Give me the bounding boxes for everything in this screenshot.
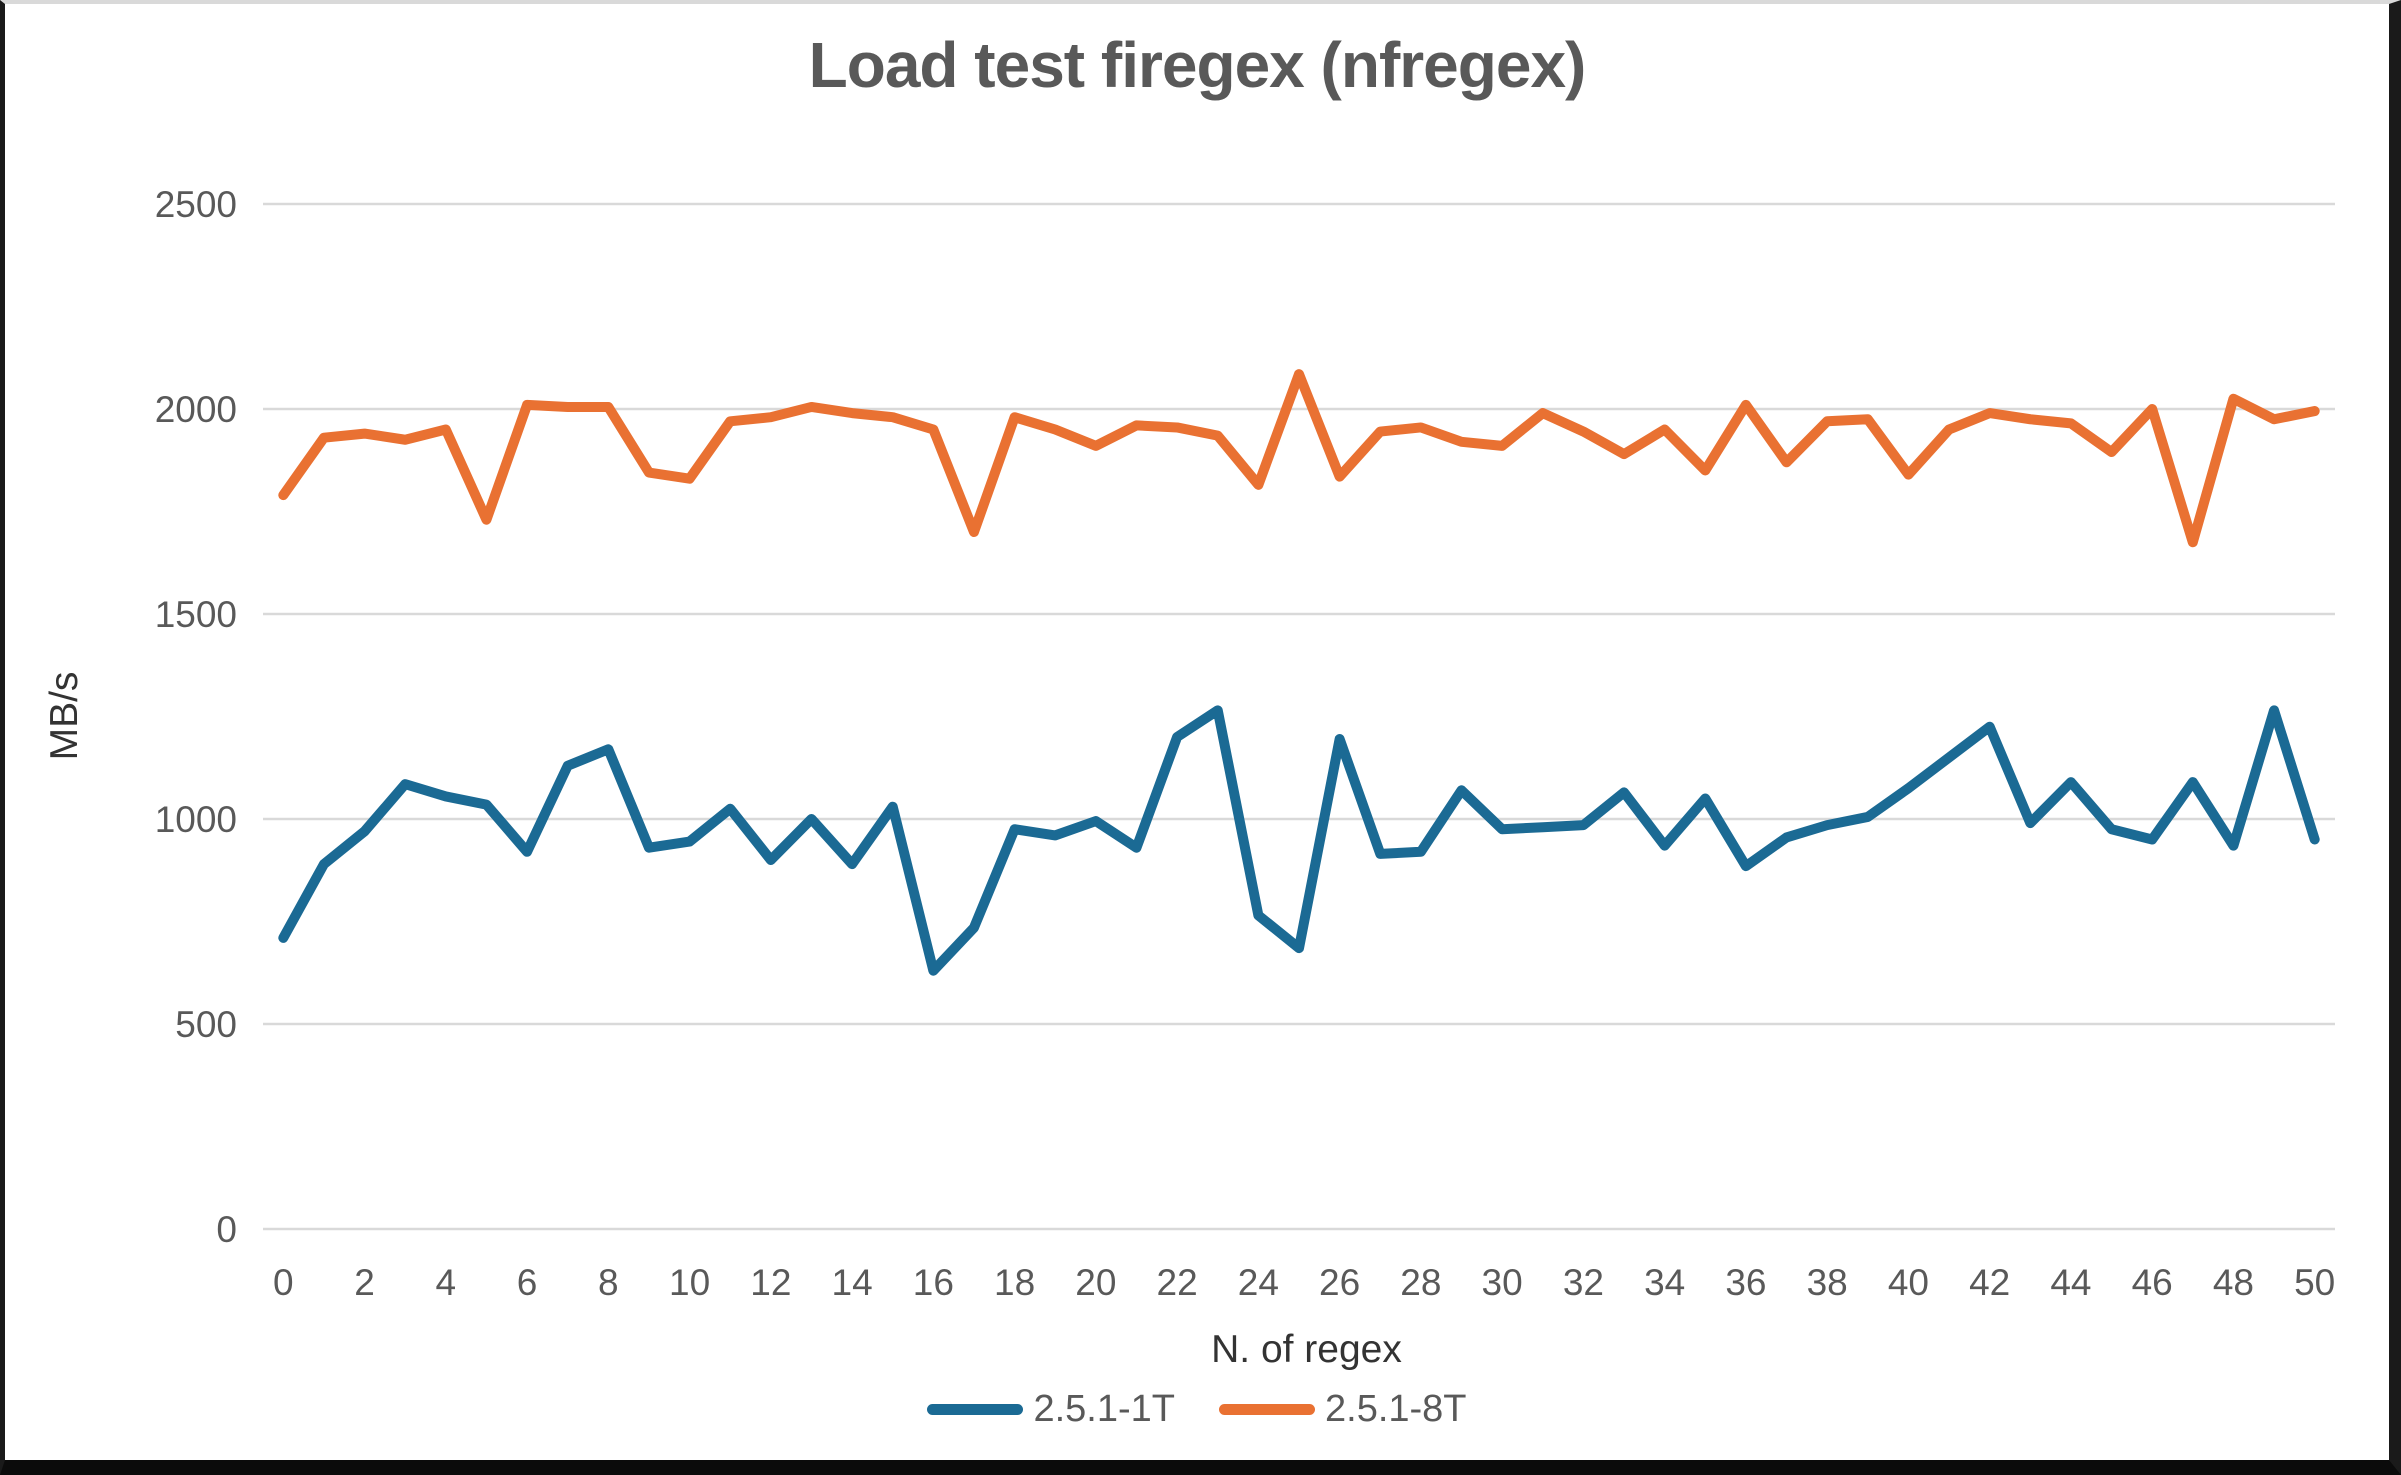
x-tick-label: 22	[1157, 1262, 1198, 1303]
x-tick-label: 34	[1644, 1262, 1685, 1303]
x-tick-label: 10	[669, 1262, 710, 1303]
x-tick-label: 16	[913, 1262, 954, 1303]
chart-title: Load test firegex (nfregex)	[808, 29, 1587, 101]
x-tick-label: 42	[1969, 1262, 2010, 1303]
x-tick-label: 28	[1400, 1262, 1441, 1303]
x-tick-label: 12	[750, 1262, 791, 1303]
x-axis-title: N. of regex	[1211, 1328, 1402, 1371]
y-tick-label: 1500	[155, 594, 237, 635]
x-tick-label: 2	[354, 1262, 375, 1303]
x-tick-label: 20	[1075, 1262, 1116, 1303]
series-1t-swatch-icon	[927, 1404, 1024, 1415]
x-tick-label: 30	[1482, 1262, 1523, 1303]
x-tick-label: 38	[1807, 1262, 1848, 1303]
x-tick-label: 4	[436, 1262, 457, 1303]
x-tick-label: 26	[1319, 1262, 1360, 1303]
legend-item-8t: 2.5.1-8T	[1219, 1388, 1467, 1431]
legend-item-1t: 2.5.1-1T	[927, 1388, 1175, 1431]
x-tick-label: 36	[1725, 1262, 1766, 1303]
y-tick-label: 2500	[155, 184, 237, 225]
x-tick-label: 14	[832, 1262, 873, 1303]
x-tick-label: 46	[2132, 1262, 2173, 1303]
x-tick-label: 32	[1563, 1262, 1604, 1303]
y-tick-label: 2000	[155, 389, 237, 430]
legend-label-8t: 2.5.1-8T	[1325, 1388, 1467, 1430]
x-tick-label: 24	[1238, 1262, 1279, 1303]
x-tick-label: 8	[598, 1262, 619, 1303]
x-tick-label: 40	[1888, 1262, 1929, 1303]
series-8t-swatch-icon	[1219, 1404, 1315, 1415]
y-tick-label: 500	[175, 1004, 237, 1045]
y-tick-label: 1000	[155, 799, 237, 840]
x-tick-label: 0	[273, 1262, 294, 1303]
legend: 2.5.1-1T 2.5.1-8T	[5, 1388, 2389, 1431]
x-tick-label: 44	[2050, 1262, 2091, 1303]
y-tick-label: 0	[216, 1209, 237, 1250]
x-tick-label: 18	[994, 1262, 1035, 1303]
legend-label-1t: 2.5.1-1T	[1033, 1388, 1175, 1430]
series-line-2.5.1-8T	[278, 369, 2320, 548]
x-tick-label: 6	[517, 1262, 538, 1303]
x-tick-label: 50	[2294, 1262, 2335, 1303]
x-tick-label: 48	[2213, 1262, 2254, 1303]
y-axis-title: MB/s	[43, 671, 86, 761]
series-line-2.5.1-1T	[278, 705, 2320, 976]
